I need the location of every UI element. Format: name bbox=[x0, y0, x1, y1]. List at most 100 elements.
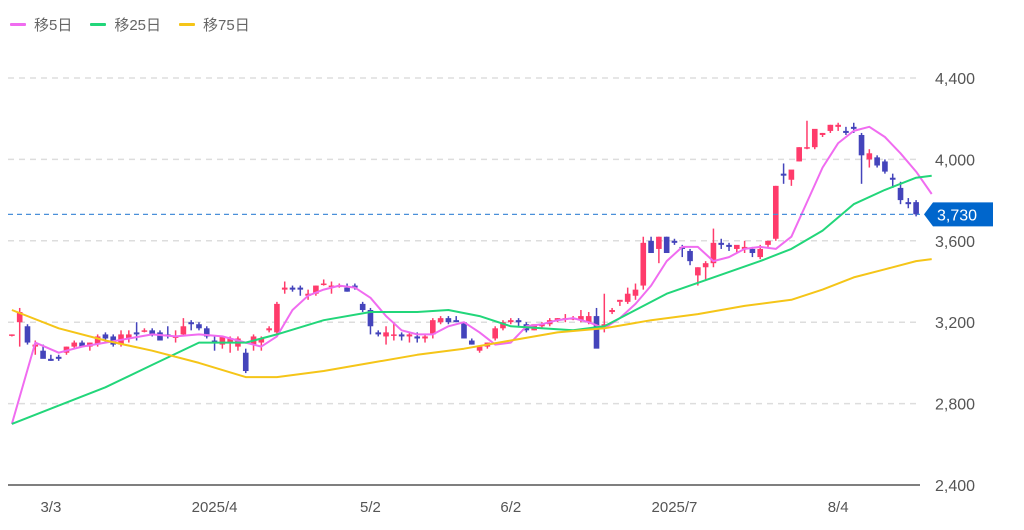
candle-body bbox=[352, 285, 358, 288]
candle bbox=[453, 316, 460, 323]
candle bbox=[180, 318, 187, 337]
candle-body bbox=[827, 124, 834, 131]
candle-body bbox=[266, 328, 272, 331]
candle-body bbox=[702, 263, 709, 268]
candle-body bbox=[492, 328, 498, 339]
candle-body bbox=[905, 202, 912, 205]
legend-item-ma5[interactable]: 移5日 bbox=[10, 14, 72, 35]
candle-body bbox=[788, 169, 795, 180]
candle-body bbox=[48, 358, 54, 361]
ma75-swatch-icon bbox=[179, 23, 196, 26]
candle-body bbox=[367, 309, 374, 327]
candle bbox=[196, 322, 202, 331]
candle-body bbox=[289, 287, 296, 290]
candle bbox=[398, 332, 405, 341]
candle-body bbox=[695, 267, 701, 276]
y-tick-label: 4,400 bbox=[935, 71, 975, 88]
candle bbox=[24, 324, 31, 345]
candle-body bbox=[624, 293, 631, 302]
ma-line bbox=[10, 125, 933, 425]
legend-item-ma25[interactable]: 移25日 bbox=[90, 14, 161, 35]
candle-body bbox=[687, 250, 693, 262]
candle-body bbox=[772, 185, 779, 239]
candle-body bbox=[476, 346, 483, 351]
candle bbox=[71, 340, 78, 349]
candle-body bbox=[453, 320, 460, 323]
candle-body bbox=[765, 240, 771, 245]
candle-body bbox=[866, 153, 873, 160]
candle bbox=[141, 328, 148, 333]
candle-body bbox=[671, 240, 678, 243]
candle bbox=[671, 238, 678, 245]
candle bbox=[765, 240, 771, 247]
candle-body bbox=[24, 326, 31, 343]
candle-body bbox=[913, 202, 919, 215]
candle-body bbox=[281, 287, 288, 290]
candle-body bbox=[648, 240, 654, 254]
candle-body bbox=[811, 128, 818, 148]
x-tick-label: 8/4 bbox=[828, 499, 849, 516]
current-price-marker: 3,730 bbox=[8, 202, 993, 227]
candle-body bbox=[79, 342, 85, 347]
candle-body bbox=[242, 352, 249, 372]
candle bbox=[383, 326, 389, 345]
candle bbox=[188, 320, 194, 331]
candle bbox=[500, 320, 506, 331]
candle bbox=[16, 307, 23, 347]
candle-body bbox=[126, 334, 132, 339]
candle-body bbox=[718, 242, 725, 245]
x-tick-label: 5/2 bbox=[360, 499, 381, 516]
candle bbox=[819, 132, 826, 138]
candle bbox=[266, 326, 272, 333]
candle-body bbox=[258, 338, 265, 343]
candle-body bbox=[819, 132, 826, 135]
candle bbox=[882, 159, 888, 174]
candle bbox=[468, 338, 475, 345]
candle-body bbox=[593, 316, 600, 349]
x-tick-label: 3/3 bbox=[40, 499, 61, 516]
legend-item-ma75[interactable]: 移75日 bbox=[179, 14, 250, 35]
candle bbox=[827, 124, 834, 133]
candle-body bbox=[640, 242, 647, 286]
candle-body bbox=[359, 303, 366, 310]
legend: 移5日 移25日 移75日 bbox=[10, 14, 250, 35]
candle-body bbox=[726, 244, 732, 247]
candle-body bbox=[554, 318, 561, 321]
candle-body bbox=[227, 338, 233, 343]
candle-body bbox=[133, 332, 140, 335]
candle bbox=[741, 240, 748, 254]
candle bbox=[492, 326, 498, 341]
candle bbox=[320, 279, 327, 286]
candle bbox=[835, 122, 841, 131]
candle bbox=[866, 149, 873, 168]
y-tick-label: 2,400 bbox=[935, 478, 975, 495]
candle bbox=[656, 236, 662, 264]
candle-body bbox=[157, 332, 163, 341]
candle bbox=[780, 163, 787, 184]
candle bbox=[445, 316, 452, 325]
candle-body bbox=[71, 342, 78, 347]
candle bbox=[274, 301, 280, 335]
candle bbox=[640, 236, 647, 290]
candle bbox=[609, 307, 615, 315]
candle bbox=[281, 281, 288, 294]
candle bbox=[55, 354, 62, 361]
candle-body bbox=[663, 236, 670, 254]
candle-body bbox=[398, 334, 405, 337]
candle-body bbox=[656, 236, 662, 249]
candle-body bbox=[40, 350, 46, 359]
candle bbox=[507, 318, 514, 325]
candle bbox=[9, 334, 15, 337]
candle-body bbox=[468, 340, 475, 345]
candle bbox=[126, 330, 132, 343]
candle-body bbox=[897, 187, 904, 201]
candle bbox=[359, 301, 366, 313]
candle-body bbox=[375, 332, 382, 335]
candle bbox=[726, 242, 732, 251]
candle-body bbox=[515, 320, 522, 323]
candle-body bbox=[804, 147, 810, 149]
candle-body bbox=[500, 322, 506, 329]
candle-body bbox=[414, 336, 421, 339]
candle bbox=[843, 126, 849, 135]
